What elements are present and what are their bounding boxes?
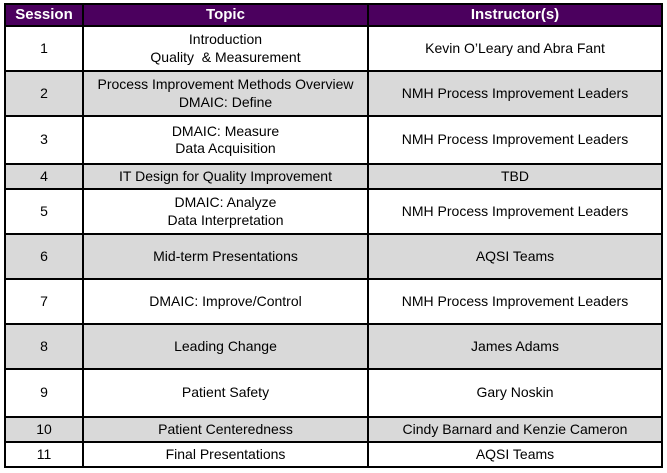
topic-cell: IT Design for Quality Improvement — [82, 163, 369, 190]
instructor-cell: Kevin O’Leary and Abra Fant — [367, 25, 663, 72]
topic-cell: DMAIC: Analyze Data Interpretation — [82, 188, 369, 235]
table-row-session-1: 1 Introduction Quality & Measurement Kev… — [4, 25, 663, 72]
topic-cell: DMAIC: Improve/Control — [82, 278, 369, 325]
column-header-topic: Topic — [82, 3, 369, 27]
session-number: 2 — [4, 70, 84, 117]
instructor-cell: AQSI Teams — [367, 233, 663, 280]
table-row-session-5: 5 DMAIC: Analyze Data Interpretation NMH… — [4, 188, 663, 235]
session-number: 3 — [4, 115, 84, 165]
topic-cell: Introduction Quality & Measurement — [82, 25, 369, 72]
topic-cell: Final Presentations — [82, 441, 369, 468]
table-row-session-7: 7 DMAIC: Improve/Control NMH Process Imp… — [4, 278, 663, 325]
session-number: 5 — [4, 188, 84, 235]
course-schedule-table: Session Topic Instructor(s) 1 Introducti… — [4, 3, 663, 468]
header-row: Session Topic Instructor(s) — [4, 3, 663, 27]
topic-cell: Patient Centeredness — [82, 416, 369, 443]
table-header: Session Topic Instructor(s) — [4, 3, 663, 27]
column-header-session: Session — [4, 3, 84, 27]
table-body: 1 Introduction Quality & Measurement Kev… — [4, 25, 663, 468]
instructor-cell: James Adams — [367, 323, 663, 370]
instructor-cell: NMH Process Improvement Leaders — [367, 115, 663, 165]
table-row-session-2: 2 Process Improvement Methods Overview D… — [4, 70, 663, 117]
topic-cell: Leading Change — [82, 323, 369, 370]
table-row-session-9: 9 Patient Safety Gary Noskin — [4, 368, 663, 418]
topic-cell: Process Improvement Methods Overview DMA… — [82, 70, 369, 117]
session-number: 4 — [4, 163, 84, 190]
table-row-session-4: 4 IT Design for Quality Improvement TBD — [4, 163, 663, 190]
session-number: 10 — [4, 416, 84, 443]
instructor-cell: TBD — [367, 163, 663, 190]
instructor-cell: Cindy Barnard and Kenzie Cameron — [367, 416, 663, 443]
session-number: 6 — [4, 233, 84, 280]
instructor-cell: NMH Process Improvement Leaders — [367, 278, 663, 325]
session-number: 7 — [4, 278, 84, 325]
table-row-session-6: 6 Mid-term Presentations AQSI Teams — [4, 233, 663, 280]
instructor-cell: AQSI Teams — [367, 441, 663, 468]
session-number: 8 — [4, 323, 84, 370]
column-header-instructor: Instructor(s) — [367, 3, 663, 27]
instructor-cell: NMH Process Improvement Leaders — [367, 70, 663, 117]
topic-cell: Mid-term Presentations — [82, 233, 369, 280]
instructor-cell: Gary Noskin — [367, 368, 663, 418]
table-row-session-11: 11 Final Presentations AQSI Teams — [4, 441, 663, 468]
table-row-session-10: 10 Patient Centeredness Cindy Barnard an… — [4, 416, 663, 443]
table-row-session-8: 8 Leading Change James Adams — [4, 323, 663, 370]
instructor-cell: NMH Process Improvement Leaders — [367, 188, 663, 235]
table-row-session-3: 3 DMAIC: Measure Data Acquisition NMH Pr… — [4, 115, 663, 165]
session-number: 9 — [4, 368, 84, 418]
session-number: 11 — [4, 441, 84, 468]
session-number: 1 — [4, 25, 84, 72]
topic-cell: Patient Safety — [82, 368, 369, 418]
topic-cell: DMAIC: Measure Data Acquisition — [82, 115, 369, 165]
